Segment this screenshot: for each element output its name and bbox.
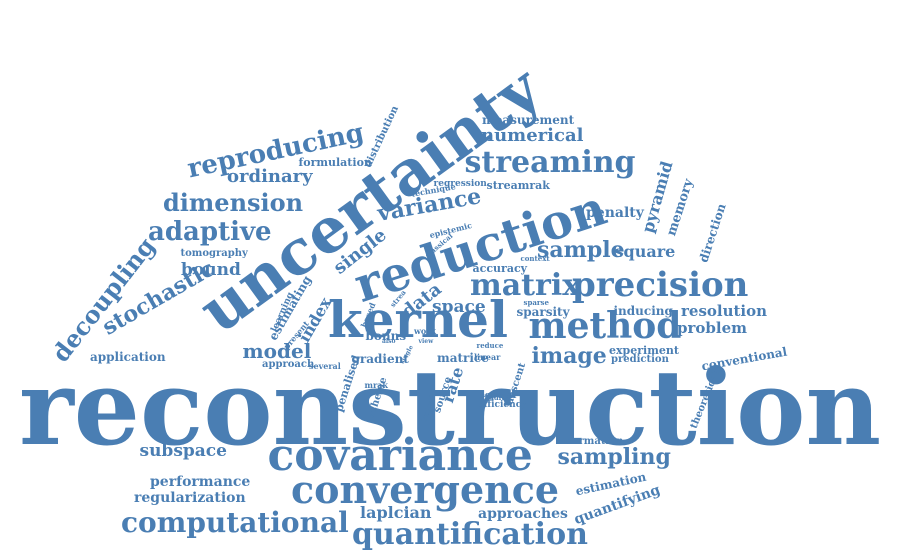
word-numerical: numerical xyxy=(481,125,584,146)
word-space: space xyxy=(432,296,486,317)
word-linear: linear xyxy=(474,352,501,362)
word-sparsity: sparsity xyxy=(516,305,570,319)
word-precision: precision xyxy=(572,265,749,305)
word-view: view xyxy=(418,338,434,345)
word-application: application xyxy=(90,350,166,364)
word-tomography: tomography xyxy=(180,248,248,259)
word-convergence: convergence xyxy=(291,467,560,512)
word-information: information xyxy=(556,436,624,447)
word-quantification: quantification xyxy=(352,517,588,552)
word-laplcian: laplcian xyxy=(360,503,432,522)
word-popular: popular xyxy=(478,390,518,401)
word-prediction: prediction xyxy=(611,354,669,365)
word-work: work xyxy=(414,326,436,336)
word-adaptive: adaptive xyxy=(148,217,272,247)
word-gradient: gradient xyxy=(351,352,409,366)
word-reconstruction: reconstruction xyxy=(19,346,882,469)
word-sparse: sparse xyxy=(523,297,549,307)
word-accuracy: accuracy xyxy=(472,261,528,275)
word-matrix: matrix xyxy=(470,268,581,303)
word-square: square xyxy=(614,242,676,261)
word-penalty: penalty xyxy=(586,205,644,221)
word-context: context xyxy=(520,253,550,263)
word-sampling: sampling xyxy=(557,444,671,470)
word-bound: bound xyxy=(181,259,241,280)
word-performance: performance xyxy=(150,474,251,490)
word-approach: approach xyxy=(262,359,315,370)
word-also: also xyxy=(382,338,396,345)
word-dimension: dimension xyxy=(163,188,304,217)
word-computational: computational xyxy=(121,506,349,539)
word-method: method xyxy=(528,305,682,347)
word-mrak: mrak xyxy=(364,380,388,390)
word-result: result xyxy=(481,392,505,402)
word-image: image xyxy=(531,343,607,369)
word-reduce: reduce xyxy=(476,340,504,350)
word-ordinary: ordinary xyxy=(227,166,313,187)
word-kernel: kernel xyxy=(328,290,508,349)
word-bonns: bonns xyxy=(365,329,407,343)
word-problem: problem xyxy=(677,318,747,337)
word-efficiency: efficiency xyxy=(478,399,527,410)
word-regression: regression xyxy=(433,178,487,189)
word-streaming: streaming xyxy=(464,145,636,180)
word-inducing: inducing xyxy=(613,304,673,318)
word-resolution: resolution xyxy=(681,301,768,320)
word-matrice: matrice xyxy=(437,351,489,365)
word-covariance: covariance xyxy=(267,430,533,481)
word-regularization: regularization xyxy=(134,490,246,506)
word-formulation: formulation xyxy=(298,155,372,169)
word-approaches: approaches xyxy=(478,506,568,522)
word-sample: sample xyxy=(537,237,625,263)
word-several: several xyxy=(309,361,341,371)
word-measurement: measurement xyxy=(482,113,575,127)
word-streamrak: streamrak xyxy=(486,178,550,192)
word-model: model xyxy=(242,339,312,363)
word-experiment: experiment xyxy=(609,343,679,357)
word-subspace: subspace xyxy=(139,440,227,461)
word-direction: direction xyxy=(695,201,729,265)
